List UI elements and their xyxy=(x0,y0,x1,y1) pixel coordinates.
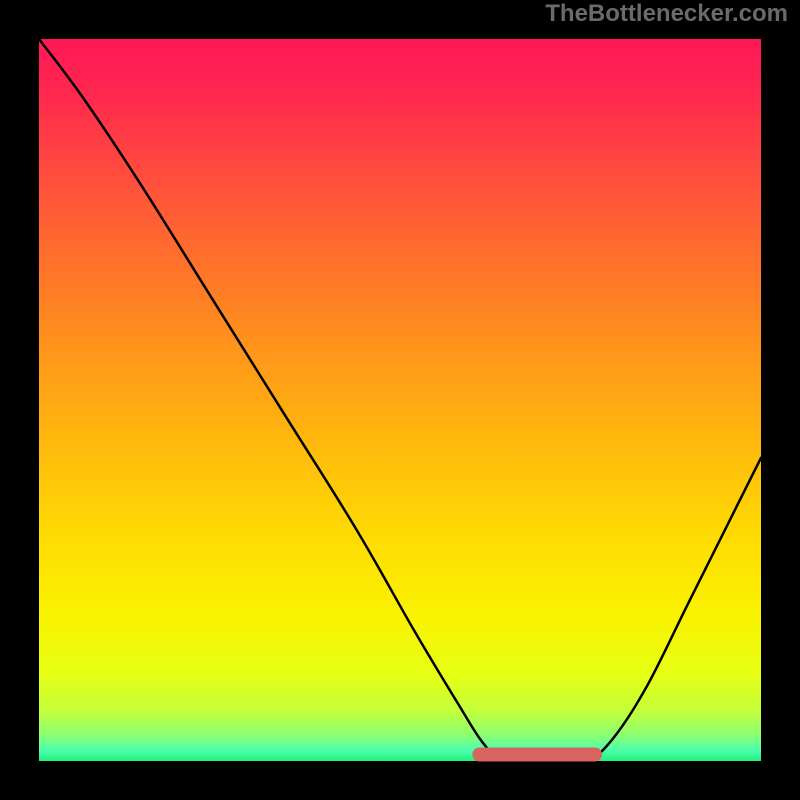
chart-root: TheBottlenecker.com xyxy=(0,0,800,800)
bottleneck-chart xyxy=(0,0,800,800)
plot-background xyxy=(39,39,761,761)
attribution-text: TheBottlenecker.com xyxy=(545,0,788,28)
